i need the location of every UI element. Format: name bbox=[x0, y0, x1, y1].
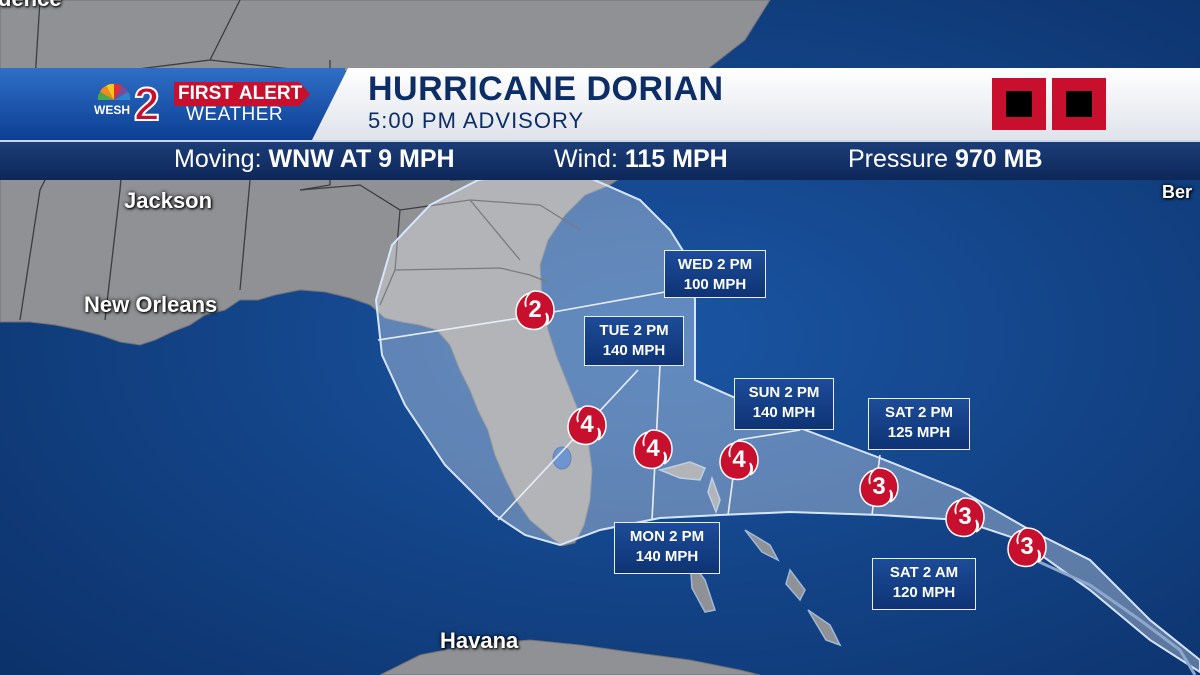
cone-of-uncertainty bbox=[374, 170, 1200, 674]
station-letters: WESH bbox=[94, 103, 130, 117]
storm-title: HURRICANE DORIAN bbox=[368, 70, 724, 108]
hurricane-icon bbox=[859, 467, 899, 508]
hurricane-icon bbox=[567, 405, 607, 446]
past-track bbox=[1034, 558, 1197, 675]
category-number: 3 bbox=[872, 473, 886, 500]
forecast-box-sat-am: SAT 2 AM 120 MPH bbox=[872, 558, 976, 610]
moving-info: Moving: WNW AT 9 MPH bbox=[174, 145, 455, 174]
forecast-time: WED 2 PM bbox=[677, 256, 753, 273]
pressure-value: 970 MB bbox=[955, 145, 1043, 173]
category-number: 3 bbox=[1020, 533, 1034, 560]
storm-info-bar bbox=[0, 140, 1200, 180]
forecast-box-sat-pm: SAT 2 PM 125 MPH bbox=[868, 398, 970, 450]
wind-value: 115 MPH bbox=[624, 145, 728, 173]
hurricane-icon bbox=[1007, 527, 1047, 568]
forecast-box-mon: MON 2 PM 140 MPH bbox=[614, 522, 720, 574]
forecast-wind: 100 MPH bbox=[683, 276, 747, 293]
first-alert-badge: FIRST ALERT bbox=[174, 82, 311, 106]
hurricane-category-icon: 3 bbox=[859, 467, 899, 508]
forecast-box-tue: TUE 2 PM 140 MPH bbox=[584, 316, 684, 366]
hurricane-category-icon: 4 bbox=[719, 440, 759, 481]
forecast-time: SUN 2 PM bbox=[748, 384, 820, 401]
hurricane-category-icon: 3 bbox=[945, 497, 985, 538]
advisory-time: 5:00 PM ADVISORY bbox=[368, 108, 585, 133]
hurricane-icon bbox=[633, 429, 673, 470]
category-number: 3 bbox=[958, 503, 972, 530]
city-label-jackson: Jackson bbox=[124, 188, 213, 213]
broadcast-indicator-right bbox=[1052, 78, 1106, 130]
wind-info: Wind: 115 MPH bbox=[554, 145, 728, 174]
city-label-bermuda: Ber bbox=[1162, 182, 1193, 202]
hurricane-category-icon: 4 bbox=[633, 429, 673, 470]
cuba-landmass bbox=[379, 639, 761, 675]
forecast-wind: 140 MPH bbox=[602, 342, 666, 359]
broadcast-indicator-left bbox=[992, 78, 1046, 130]
category-number: 4 bbox=[646, 435, 660, 462]
forecast-box-sun: SUN 2 PM 140 MPH bbox=[734, 378, 834, 430]
forecast-box-wed: WED 2 PM 100 MPH bbox=[664, 250, 766, 298]
peacock-icon bbox=[97, 83, 131, 100]
channel-number: 2 bbox=[134, 78, 160, 128]
forecast-time: SAT 2 AM bbox=[889, 564, 959, 581]
alert-label-text: ALERT bbox=[238, 83, 303, 104]
moving-value: WNW AT 9 MPH bbox=[268, 145, 455, 173]
weather-label: WEATHER bbox=[186, 104, 284, 125]
forecast-wind: 125 MPH bbox=[887, 424, 951, 441]
wind-label: Wind: bbox=[554, 145, 618, 173]
moving-label: Moving: bbox=[174, 145, 262, 173]
bahamas-islands bbox=[657, 461, 842, 647]
pressure-info: Pressure 970 MB bbox=[848, 145, 1043, 174]
city-label-new-orleans: New Orleans bbox=[84, 292, 218, 317]
category-number: 2 bbox=[528, 296, 542, 323]
hurricane-icon bbox=[719, 440, 759, 481]
wesh-logo: WESH 2 bbox=[94, 78, 161, 128]
hurricane-icon bbox=[945, 497, 985, 538]
pressure-label: Pressure bbox=[848, 145, 949, 173]
first-label-text: FIRST bbox=[178, 83, 233, 104]
forecast-time: TUE 2 PM bbox=[599, 322, 669, 339]
city-label-havana: Havana bbox=[440, 628, 519, 653]
hurricane-category-icon: 4 bbox=[567, 405, 607, 446]
forecast-time: SAT 2 PM bbox=[884, 404, 954, 421]
forecast-wind: 120 MPH bbox=[892, 584, 956, 601]
hurricane-icon bbox=[515, 290, 555, 331]
hurricane-category-icon: 2 bbox=[515, 290, 555, 331]
city-label-top: dence bbox=[0, 0, 62, 12]
forecast-wind: 140 MPH bbox=[752, 404, 816, 421]
forecast-time: MON 2 PM bbox=[629, 528, 705, 545]
forecast-wind: 140 MPH bbox=[635, 548, 699, 565]
category-number: 4 bbox=[732, 446, 746, 473]
category-number: 4 bbox=[580, 411, 594, 438]
hurricane-current-position-icon: 3 bbox=[1007, 527, 1047, 568]
